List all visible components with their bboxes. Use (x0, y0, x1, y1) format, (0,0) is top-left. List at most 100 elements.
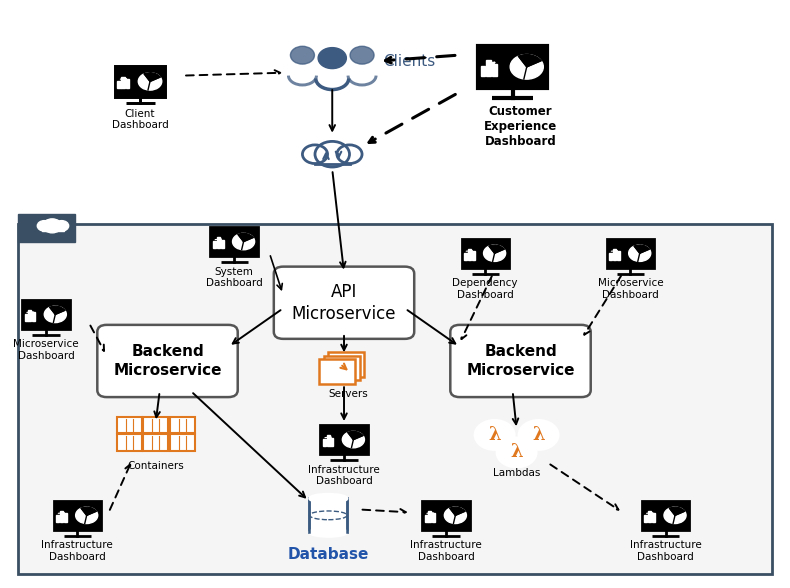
Text: Infrastructure
Dashboard: Infrastructure Dashboard (410, 540, 482, 562)
Bar (24, 314, 28, 321)
Circle shape (510, 55, 544, 79)
Circle shape (444, 507, 466, 523)
Bar (464, 253, 467, 260)
Circle shape (55, 220, 69, 231)
Bar (613, 249, 616, 260)
Circle shape (519, 420, 559, 449)
Text: Microservice
Dashboard: Microservice Dashboard (13, 339, 79, 361)
FancyBboxPatch shape (642, 501, 690, 530)
Bar (64, 513, 66, 522)
Bar (468, 249, 471, 260)
FancyBboxPatch shape (22, 300, 70, 329)
Text: Infrastructure
Dashboard: Infrastructure Dashboard (630, 540, 702, 562)
Circle shape (318, 48, 346, 69)
Bar (18, 213, 75, 242)
Circle shape (475, 420, 514, 449)
Bar (652, 513, 655, 522)
Wedge shape (489, 245, 504, 253)
Bar (322, 439, 325, 446)
FancyBboxPatch shape (116, 417, 141, 433)
Bar (428, 511, 431, 522)
FancyBboxPatch shape (324, 356, 359, 380)
FancyBboxPatch shape (18, 224, 772, 573)
Bar (492, 64, 497, 76)
Text: Customer
Experience
Dashboard: Customer Experience Dashboard (484, 105, 557, 148)
Circle shape (291, 46, 314, 64)
Text: API
Microservice: API Microservice (292, 283, 397, 323)
Circle shape (342, 432, 364, 448)
Wedge shape (238, 233, 253, 242)
Circle shape (37, 220, 51, 231)
Text: Dependency
Dashboard: Dependency Dashboard (453, 278, 518, 300)
Circle shape (44, 306, 66, 323)
Text: Lambdas: Lambdas (493, 467, 540, 477)
Bar (648, 511, 651, 522)
FancyBboxPatch shape (461, 239, 509, 268)
Bar (32, 312, 36, 321)
Circle shape (497, 438, 536, 467)
Text: Backend
Microservice: Backend Microservice (466, 344, 575, 377)
Bar (220, 240, 224, 248)
Text: Microservice
Dashboard: Microservice Dashboard (597, 278, 663, 300)
Bar (310, 499, 347, 532)
Text: Backend
Microservice: Backend Microservice (113, 344, 222, 377)
FancyBboxPatch shape (450, 325, 591, 397)
Bar (216, 237, 220, 248)
Text: System
Dashboard: System Dashboard (206, 266, 262, 288)
Circle shape (350, 46, 374, 64)
Bar (480, 66, 485, 76)
Wedge shape (50, 306, 65, 315)
Text: Clients: Clients (383, 54, 435, 69)
FancyBboxPatch shape (143, 417, 168, 433)
FancyBboxPatch shape (319, 359, 355, 384)
Ellipse shape (310, 494, 347, 503)
FancyBboxPatch shape (143, 435, 168, 450)
Bar (425, 514, 427, 522)
Wedge shape (669, 507, 685, 515)
Text: Database: Database (288, 547, 369, 562)
Circle shape (43, 219, 62, 233)
Bar (42, 225, 64, 231)
Wedge shape (348, 432, 363, 440)
FancyBboxPatch shape (170, 435, 195, 450)
Wedge shape (450, 507, 465, 515)
Circle shape (76, 507, 98, 523)
FancyBboxPatch shape (210, 227, 258, 256)
Bar (326, 435, 329, 446)
Bar (56, 514, 59, 522)
Bar (432, 513, 435, 522)
FancyBboxPatch shape (607, 239, 654, 268)
Text: Containers: Containers (127, 461, 184, 471)
Text: λ: λ (510, 443, 523, 462)
FancyBboxPatch shape (274, 266, 414, 339)
Bar (330, 437, 333, 446)
Bar (472, 251, 475, 260)
FancyBboxPatch shape (320, 425, 367, 454)
FancyBboxPatch shape (115, 66, 165, 97)
Circle shape (483, 245, 506, 262)
FancyBboxPatch shape (54, 501, 101, 530)
Bar (126, 79, 129, 88)
Text: λ: λ (488, 426, 501, 444)
Text: Servers: Servers (328, 389, 368, 399)
Circle shape (629, 245, 651, 262)
Text: Infrastructure
Dashboard: Infrastructure Dashboard (41, 540, 113, 562)
Bar (122, 76, 125, 88)
Wedge shape (518, 55, 541, 67)
FancyBboxPatch shape (329, 352, 364, 377)
FancyBboxPatch shape (478, 46, 547, 88)
FancyBboxPatch shape (423, 501, 470, 530)
Circle shape (232, 233, 254, 250)
Text: Infrastructure
Dashboard: Infrastructure Dashboard (308, 465, 380, 486)
Bar (617, 251, 619, 260)
Circle shape (664, 507, 686, 523)
Ellipse shape (310, 528, 347, 537)
Bar (28, 310, 32, 321)
Bar (118, 81, 121, 88)
Wedge shape (144, 73, 160, 81)
Bar (213, 241, 216, 248)
Bar (60, 511, 62, 522)
Bar (487, 60, 491, 76)
Circle shape (138, 73, 162, 90)
FancyBboxPatch shape (116, 435, 141, 450)
